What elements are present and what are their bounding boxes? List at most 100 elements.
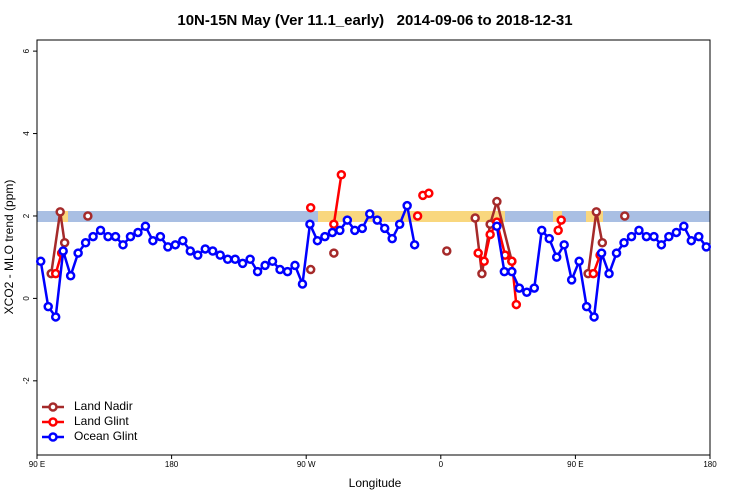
- data-point: [553, 225, 563, 236]
- data-point: [485, 229, 495, 240]
- data-point: [477, 268, 487, 279]
- data-point: [65, 270, 76, 281]
- x-axis-label: Longitude: [349, 476, 402, 490]
- data-point: [148, 235, 158, 246]
- data-point: [544, 233, 554, 244]
- legend-label: Ocean Glint: [74, 429, 138, 443]
- data-point: [305, 202, 316, 213]
- data-point: [50, 268, 61, 279]
- data-point: [125, 231, 136, 242]
- data-point: [50, 312, 61, 322]
- data-point: [591, 207, 602, 217]
- x-tick-label: 90 E: [29, 460, 45, 469]
- data-point: [589, 312, 599, 322]
- data-point: [73, 248, 83, 258]
- legend-label: Land Glint: [74, 414, 129, 428]
- data-point: [686, 235, 697, 246]
- data-point: [479, 256, 489, 267]
- data-point: [372, 215, 382, 225]
- y-axis-label: XCO2 - MLO trend (ppm): [2, 180, 16, 315]
- x-tick-label: 180: [703, 460, 717, 469]
- data-point: [394, 219, 405, 229]
- data-point: [58, 246, 68, 256]
- x-tick-label: 180: [165, 460, 179, 469]
- data-point: [619, 238, 629, 248]
- data-point: [155, 231, 166, 242]
- data-point: [604, 268, 614, 279]
- data-point: [365, 209, 375, 219]
- data-point: [402, 200, 412, 211]
- data-point: [522, 287, 532, 297]
- data-point: [95, 225, 106, 236]
- y-tick-label: 6: [22, 48, 31, 53]
- x-tick-label: 90 E: [567, 460, 583, 469]
- legend-marker: [48, 417, 58, 427]
- data-point: [656, 240, 667, 250]
- data-point: [305, 219, 315, 229]
- data-point: [342, 215, 353, 225]
- data-point: [492, 221, 502, 232]
- data-point: [511, 299, 522, 310]
- data-point: [574, 256, 584, 267]
- data-point: [327, 227, 338, 238]
- plot-frame: [36, 39, 711, 456]
- data-point: [566, 275, 577, 285]
- data-point: [118, 240, 128, 250]
- data-point: [634, 225, 644, 236]
- data-point: [556, 215, 566, 225]
- data-point: [424, 188, 434, 199]
- data-point: [329, 219, 339, 229]
- data-point: [641, 231, 652, 242]
- data-point: [260, 260, 270, 271]
- data-point: [83, 211, 93, 221]
- data-point: [133, 227, 143, 238]
- data-point: [649, 231, 659, 242]
- data-point: [588, 268, 599, 279]
- data-point: [252, 266, 263, 277]
- data-point: [305, 264, 316, 275]
- data-point: [80, 238, 91, 248]
- data-point: [163, 242, 173, 252]
- data-point: [679, 221, 689, 232]
- data-point: [611, 248, 622, 258]
- data-point: [507, 256, 517, 267]
- data-point: [357, 223, 368, 234]
- data-point: [329, 248, 339, 258]
- legend-label: Land Nadir: [74, 399, 133, 413]
- data-point: [694, 231, 704, 242]
- data-point: [88, 231, 98, 242]
- data-point: [230, 254, 240, 264]
- data-point: [492, 196, 502, 207]
- data-point: [237, 258, 248, 269]
- data-point: [514, 283, 525, 293]
- data-point: [409, 240, 420, 250]
- legend-marker: [48, 402, 58, 412]
- data-point: [626, 231, 637, 242]
- data-point: [193, 250, 203, 260]
- data-point: [245, 254, 255, 264]
- legend-marker: [48, 432, 58, 442]
- data-point: [581, 301, 592, 312]
- data-point: [207, 246, 218, 256]
- y-tick-label: 2: [22, 213, 31, 218]
- data-point: [350, 225, 360, 236]
- data-point: [470, 213, 480, 223]
- data-point: [379, 223, 390, 234]
- data-point: [335, 225, 345, 236]
- x-tick-label: 0: [439, 460, 444, 469]
- x-tick-label: 90 W: [297, 460, 316, 469]
- data-point: [442, 246, 452, 256]
- data-point: [290, 260, 300, 271]
- data-point: [110, 231, 121, 242]
- data-point: [297, 279, 308, 289]
- data-point: [200, 244, 210, 254]
- data-point: [103, 231, 113, 242]
- data-point: [336, 170, 347, 180]
- data-point: [620, 211, 630, 221]
- chart-title: 10N-15N May (Ver 11.1_early) 2014-09-06 …: [177, 12, 572, 29]
- data-point: [596, 248, 607, 258]
- data-point: [185, 246, 196, 256]
- data-point: [267, 256, 278, 267]
- data-point: [412, 211, 423, 221]
